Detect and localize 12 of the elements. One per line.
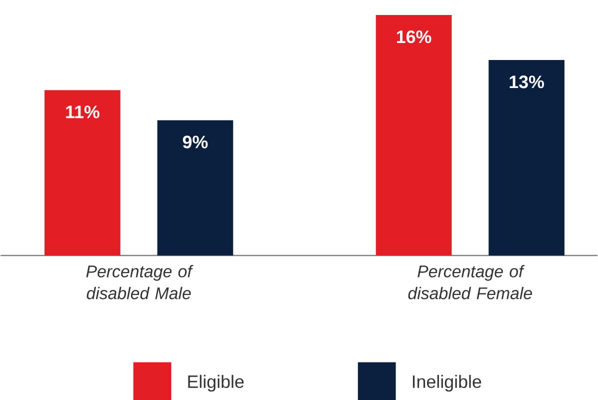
- x-tick-label: Percentage of disabled Male: [86, 264, 194, 300]
- bar: [488, 60, 564, 256]
- bar: [44, 90, 120, 256]
- data-label: 11%: [66, 106, 100, 118]
- bar: [376, 14, 452, 256]
- data-label: 16%: [396, 30, 432, 44]
- legend-label: Ineligible: [412, 374, 482, 392]
- data-label: 13%: [510, 75, 544, 88]
- legend-label: Eligible: [188, 374, 244, 392]
- x-tick-label: Percentage of disabled Female: [408, 264, 532, 300]
- bar: [157, 120, 234, 256]
- data-label: 9%: [182, 136, 208, 148]
